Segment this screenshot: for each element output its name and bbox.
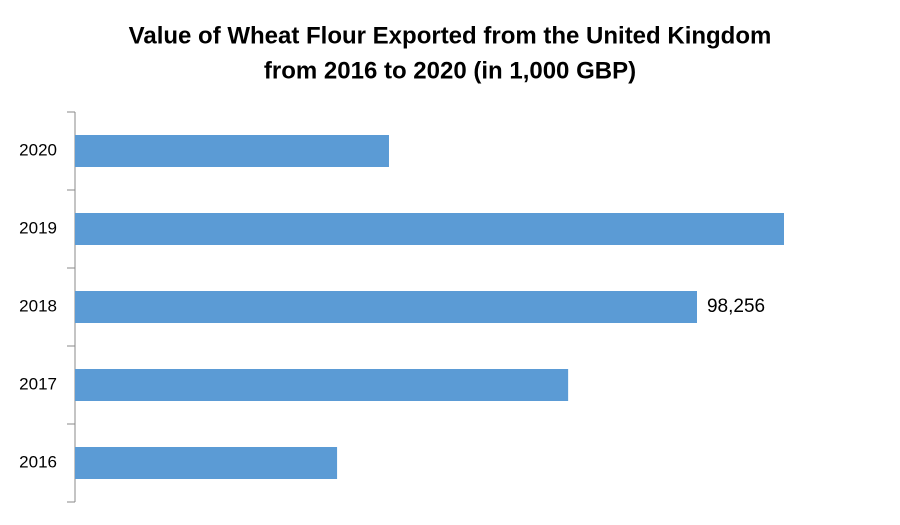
chart-title: from 2016 to 2020 (in 1,000 GBP) <box>264 57 636 84</box>
y-tick-label: 2018 <box>19 296 57 315</box>
data-label: 98,256 <box>707 296 765 317</box>
y-tick-label: 2017 <box>19 374 57 393</box>
bar <box>75 291 697 323</box>
chart-title: Value of Wheat Flour Exported from the U… <box>129 22 772 49</box>
bar <box>75 447 338 479</box>
bar <box>75 213 784 245</box>
y-tick-label: 2016 <box>19 452 57 471</box>
bar <box>75 135 389 167</box>
y-tick-label: 2019 <box>19 218 57 237</box>
y-tick-label: 2020 <box>19 140 57 159</box>
bar <box>75 369 569 401</box>
